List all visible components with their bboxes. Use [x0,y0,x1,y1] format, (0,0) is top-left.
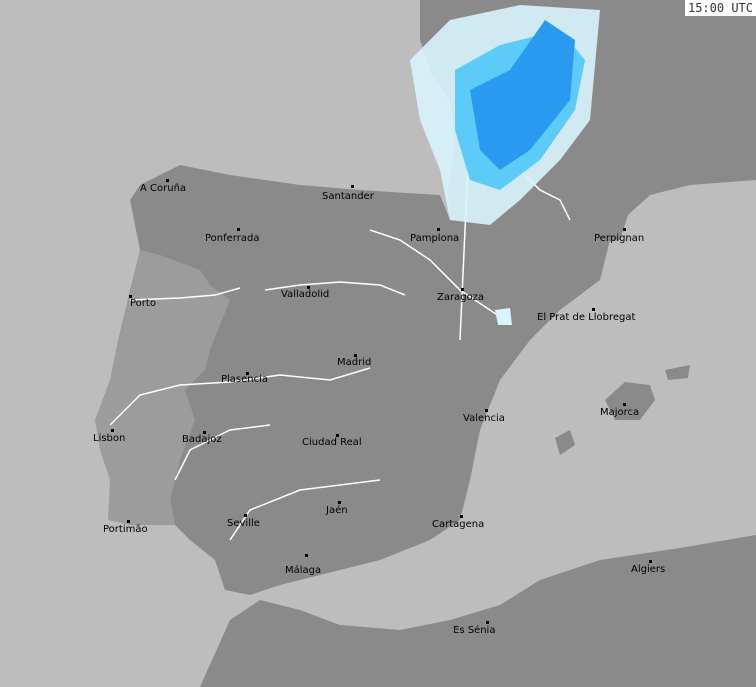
city-marker [460,515,463,518]
city-label: Algiers [631,564,666,575]
city-marker [111,429,114,432]
city-label: Santander [322,191,374,202]
city-marker [305,554,308,557]
city-label: El Prat de Llobregat [537,312,636,323]
city-marker [338,501,341,504]
city-label: Cartagena [432,519,485,530]
city-marker [307,286,310,289]
city-marker [592,308,595,311]
city-label: A Coruña [140,183,187,194]
city-marker [649,560,652,563]
city-marker [485,409,488,412]
city-label: Ciudad Real [302,437,362,448]
city-label: Porto [130,298,156,309]
city-label: Valladolid [281,289,330,300]
city-marker [351,185,354,188]
timestamp-label: 15:00 UTC [684,0,756,16]
city-label: Zaragoza [437,292,485,303]
precipitation-overlay [410,5,600,325]
city-label: Pamplona [410,233,460,244]
city-label: Madrid [337,357,372,368]
city-label: Es Sénia [453,625,496,636]
city-label: Majorca [600,407,640,418]
city-marker [246,372,249,375]
city-marker [237,228,240,231]
city-label: Perpignan [594,233,645,244]
majorca-island [605,382,655,420]
city-label: Portimão [103,524,148,535]
city-label: Málaga [285,565,322,576]
city-marker [244,514,247,517]
city-label: Seville [227,518,260,529]
city-marker [623,403,626,406]
city-label: Valencia [463,413,505,424]
city-marker [437,228,440,231]
city-marker [486,621,489,624]
africa-land [200,535,756,687]
city-marker [354,354,357,357]
city-marker [127,520,130,523]
city-marker [129,295,132,298]
city-label: Lisbon [93,433,126,444]
menorca-island [665,365,690,380]
portugal-land [95,250,230,525]
city-label: Ponferrada [205,233,260,244]
city-label: Jaén [326,505,348,516]
city-label: Plasencia [221,374,269,385]
city-marker [203,431,206,434]
city-marker [623,228,626,231]
spain-land [130,165,610,595]
city-label: Badajoz [182,434,222,445]
city-marker [336,434,339,437]
city-marker [166,179,169,182]
city-marker [461,288,464,291]
ibiza-island [555,430,575,455]
